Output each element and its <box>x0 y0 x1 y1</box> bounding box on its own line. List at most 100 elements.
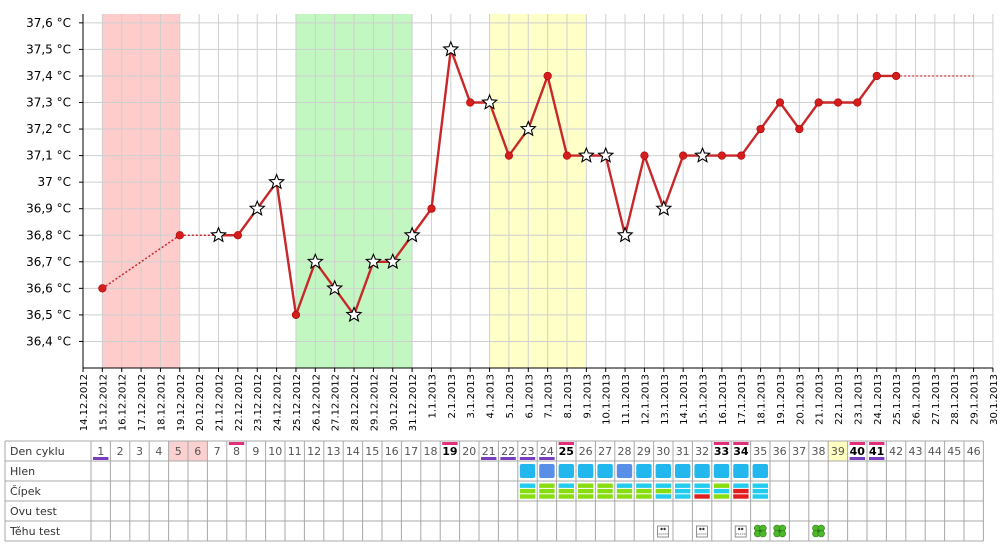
cipek-stripe <box>752 494 768 499</box>
cycle-day: 29 <box>637 445 651 458</box>
bottom-marker <box>539 457 555 460</box>
dot-marker <box>717 151 726 160</box>
star-marker <box>597 146 615 163</box>
x-tick-label: 22.1.2013 <box>834 374 845 425</box>
hlen-cell <box>694 464 710 478</box>
top-marker <box>713 442 730 445</box>
star-marker <box>364 252 382 270</box>
hlen-cell <box>539 464 555 478</box>
bottom-marker <box>519 457 536 460</box>
cipek-stripe <box>636 494 652 499</box>
cycle-day: 7 <box>214 445 221 458</box>
cycle-day: 17 <box>404 445 418 458</box>
cipek-stripe <box>539 483 555 488</box>
hlen-cell <box>733 464 749 478</box>
grid <box>82 14 994 369</box>
yellow-cell <box>828 441 848 461</box>
y-tick-label: 36,5 °C <box>26 308 71 322</box>
bottom-marker <box>500 457 516 460</box>
line-segment <box>430 49 453 209</box>
x-tick-label: 24.1.2013 <box>873 374 884 425</box>
cipek-stripe <box>752 483 768 488</box>
bottom-marker <box>93 457 109 460</box>
cycle-day: 39 <box>831 445 845 458</box>
line-segment <box>623 155 646 236</box>
dot-marker <box>98 284 107 293</box>
cipek-stripe <box>733 483 749 488</box>
x-tick-label: 10.1.2013 <box>602 374 613 425</box>
cipek-stripe <box>655 494 671 499</box>
x-tick-label: 28.1.2013 <box>950 374 961 425</box>
dot-marker <box>543 71 552 81</box>
cycle-day: 22 <box>501 445 515 458</box>
dot-marker <box>737 151 746 160</box>
line-segment <box>411 207 433 236</box>
phase-band <box>489 14 587 368</box>
x-tick-label: 23.1.2013 <box>853 374 864 425</box>
dot-marker <box>427 204 436 213</box>
pregnancy-test-icon <box>696 525 708 538</box>
dot-marker <box>833 98 843 107</box>
star-marker <box>306 252 324 270</box>
y-tick-label: 36,4 °C <box>26 334 71 348</box>
cipek-stripe <box>694 494 710 499</box>
dot-marker <box>175 231 184 240</box>
cipek-stripe <box>713 483 730 488</box>
line-segment <box>856 75 878 104</box>
cipek-stripe <box>616 483 633 488</box>
x-tick-label: 19.1.2013 <box>776 374 787 425</box>
x-tick-label: 21.12.2012 <box>215 374 226 431</box>
cycle-day: 4 <box>155 445 162 458</box>
cipek-stripe <box>616 488 633 494</box>
top-marker <box>849 442 865 445</box>
x-tick-label: 18.1.2013 <box>757 374 768 425</box>
pink-cell <box>168 441 188 461</box>
cycle-day: 33 <box>714 445 729 458</box>
dot-marker <box>892 71 901 81</box>
x-tick-label: 9.1.2013 <box>582 374 593 419</box>
x-tick-label: 7.1.2013 <box>544 374 555 419</box>
row-label: Hlen <box>10 465 35 478</box>
cycle-day: 1 <box>97 445 104 458</box>
line-segment <box>778 101 801 130</box>
star-marker <box>326 279 344 296</box>
cycle-day: 27 <box>598 445 612 458</box>
cipek-stripe <box>539 494 555 499</box>
cycle-day: 45 <box>947 445 961 458</box>
star-marker <box>519 120 537 137</box>
y-tick-label: 36,7 °C <box>26 255 71 269</box>
x-tick-label: 27.12.2012 <box>331 374 342 431</box>
star-marker <box>403 226 421 243</box>
star-marker <box>384 252 402 270</box>
x-tick-label: 12.1.2013 <box>640 374 651 425</box>
star-marker <box>616 226 634 243</box>
dot-marker <box>504 151 514 160</box>
cycle-day: 6 <box>194 445 201 458</box>
x-tick-label: 20.12.2012 <box>195 374 206 431</box>
cycle-day: 16 <box>385 445 399 458</box>
line-segment <box>798 101 820 130</box>
cipek-stripe <box>733 494 749 499</box>
cipek-stripe <box>597 494 613 499</box>
cipek-stripe <box>655 488 671 494</box>
x-tick-label: 13.1.2013 <box>660 374 671 425</box>
cipek-stripe <box>694 483 710 488</box>
clover-icon <box>753 524 767 538</box>
cipek-stripe <box>675 494 691 499</box>
cycle-day: 41 <box>869 445 884 458</box>
clover-icon <box>773 524 787 538</box>
hlen-cell <box>655 464 671 478</box>
line-segment <box>352 261 375 316</box>
cipek-stripe <box>519 488 536 494</box>
pregnancy-test-icon <box>734 525 747 538</box>
cipek-stripe <box>675 483 691 488</box>
y-tick-label: 36,6 °C <box>26 281 71 295</box>
line-segment <box>449 48 472 103</box>
cipek-stripe <box>558 483 574 488</box>
cipek-stripe <box>558 488 574 494</box>
cycle-day: 14 <box>346 445 360 458</box>
cipek-stripe <box>713 488 730 494</box>
cycle-day: 19 <box>442 445 457 458</box>
cycle-day: 13 <box>327 445 341 458</box>
